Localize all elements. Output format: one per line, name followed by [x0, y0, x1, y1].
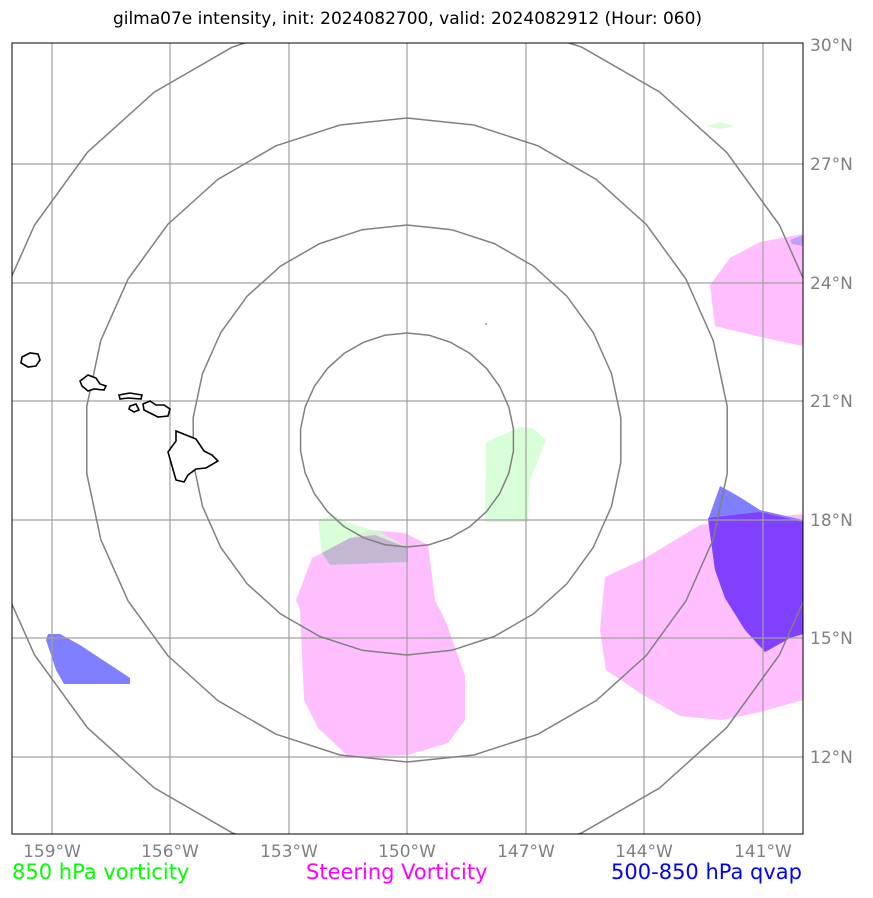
y-tick-label: 30°N [810, 36, 853, 56]
range-ring [12, 43, 803, 834]
x-tick-label: 159°W [23, 842, 81, 862]
y-tick-label: 21°N [810, 392, 853, 412]
island-hawaii [167, 429, 220, 483]
map-frame [11, 42, 804, 835]
range-rings [12, 43, 803, 834]
y-tick-label: 15°N [810, 629, 853, 649]
range-ring [86, 117, 728, 763]
range-ring [299, 332, 515, 548]
y-tick-label: 24°N [810, 274, 853, 294]
y-tick-label: 27°N [810, 155, 853, 175]
x-tick-label: 153°W [260, 842, 318, 862]
range-ring [192, 224, 622, 656]
island-molokai [118, 392, 143, 400]
qvap-region [790, 235, 803, 246]
qvap-overlap [322, 535, 408, 565]
x-tick-label: 141°W [734, 842, 792, 862]
y-tick-label: 12°N [810, 748, 853, 768]
legend-qvap: 500-850 hPa qvap [611, 860, 802, 884]
y-tick-label: 18°N [810, 511, 853, 531]
steering-vorticity-region [710, 234, 803, 346]
island-maui [142, 400, 171, 418]
steering-vorticity-region [296, 530, 465, 758]
x-tick-label: 144°W [615, 842, 673, 862]
steering-vorticity-region [444, 717, 462, 721]
y-tick-labels: 30°N 27°N 24°N 21°N 18°N 15°N 12°N [810, 36, 853, 768]
qvap-region [708, 512, 803, 652]
x-tick-label: 150°W [378, 842, 436, 862]
legend-vorticity-850: 850 hPa vorticity [12, 860, 190, 884]
x-tick-labels: 159°W 156°W 153°W 150°W 147°W 144°W 141°… [23, 842, 792, 862]
gridlines [12, 43, 803, 834]
vorticity-850-region [485, 427, 546, 522]
island-niihau-kauai [20, 352, 41, 368]
x-tick-label: 156°W [141, 842, 199, 862]
island-oahu [79, 374, 108, 392]
legend-steering-vorticity: Steering Vorticity [306, 860, 488, 884]
x-tick-label: 147°W [497, 842, 555, 862]
island-lanai [128, 403, 141, 413]
vorticity-850-region [706, 122, 735, 129]
coastline-hawaii [20, 352, 220, 483]
qvap-field [46, 235, 803, 684]
qvap-region [46, 634, 130, 684]
map-title: gilma07e intensity, init: 2024082700, va… [112, 9, 703, 29]
map-speck [485, 323, 487, 325]
